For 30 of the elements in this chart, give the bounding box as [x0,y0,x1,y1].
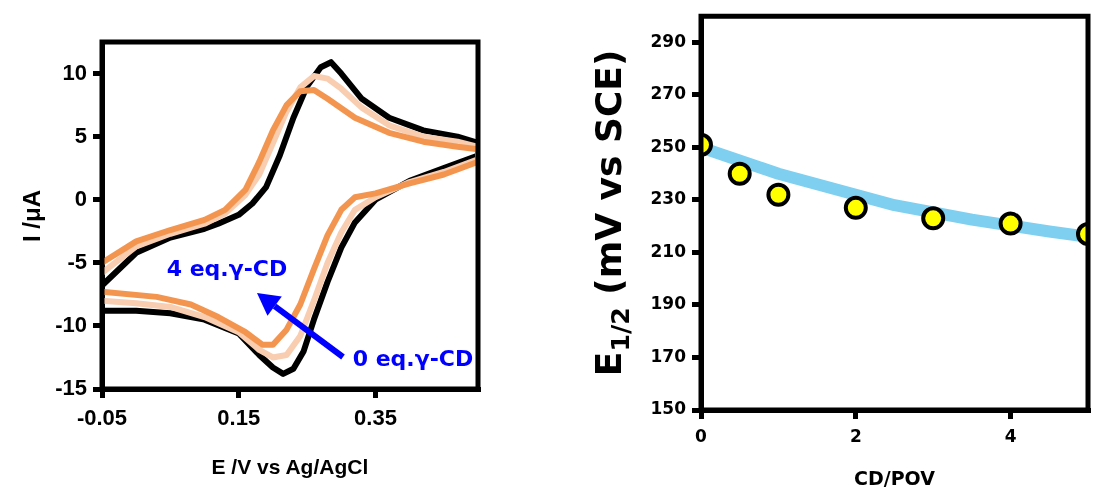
y-tick-label: 170 [650,345,687,366]
x-tick-label: 2 [849,425,862,446]
point [921,206,946,231]
annotation: 4 eq.γ-CD [166,255,288,281]
x-tick-label: -0.05 [76,405,128,431]
y-tick-label: 150 [650,398,687,419]
point [766,182,791,207]
x-tick-label: 0.15 [217,405,261,431]
y-tick-label: 250 [650,135,687,156]
y-tick-label: -10 [55,311,87,337]
x-axis-title: CD/POV [854,466,935,489]
point [727,161,752,186]
y-axis-title: I /μA [18,189,46,242]
point [843,195,868,220]
x-tick-label: 0.35 [354,405,397,431]
y-tick-label: 270 [650,83,687,104]
x-axis-title: E /V vs Ag/AgCl [211,454,369,478]
y-tick-label: 290 [650,30,687,51]
y-tick-label: 0 [74,185,87,211]
y-tick-label: 230 [650,188,687,209]
y-tick-label: 210 [650,240,687,261]
point [998,211,1023,236]
y-tick-label: 10 [62,59,87,85]
x-tick-label: 0 [695,425,708,446]
y-tick-label: 190 [650,293,687,314]
annotation: 0 eq.γ-CD [352,345,474,371]
y-tick-label: -15 [55,375,87,401]
x-tick-label: 4 [1004,425,1017,446]
y-tick-label: 5 [74,122,87,148]
y-tick-label: -5 [67,248,87,274]
